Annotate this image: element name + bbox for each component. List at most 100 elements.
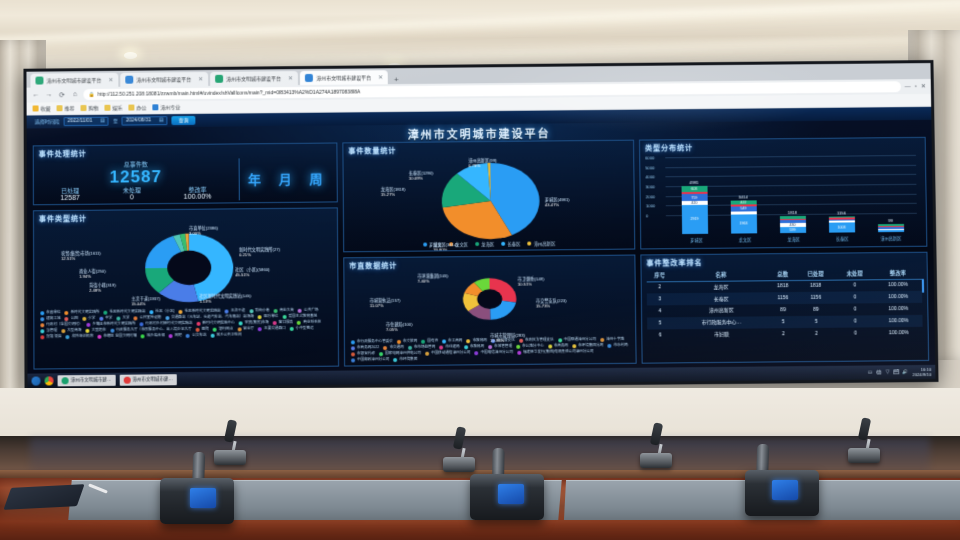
legend-item[interactable]: 市直单位 xyxy=(40,310,61,315)
legend-item[interactable]: 大学 xyxy=(116,315,130,321)
legend-item[interactable]: 市商务局 xyxy=(547,343,568,349)
legend-item[interactable]: 市城管管理 xyxy=(488,344,512,349)
window-controls[interactable]: — ▫ ✕ xyxy=(905,83,926,90)
legend-item[interactable]: 建筑工地 xyxy=(40,316,61,321)
table-column-header[interactable]: 名称 xyxy=(672,267,770,282)
legend-item[interactable]: 漳州十字路 xyxy=(600,337,624,342)
legend-item[interactable]: 银行网点 xyxy=(212,326,233,332)
table-row[interactable]: 6 市妇联 2 2 0 100.00% xyxy=(647,327,923,341)
legend-item[interactable]: 公交车站 xyxy=(186,333,206,338)
legend-item[interactable]: 网吧 xyxy=(168,333,182,338)
bookmark-item[interactable]: 漳州专业 xyxy=(152,104,180,111)
minimize-icon[interactable]: — xyxy=(904,83,911,90)
calendar-icon[interactable]: ▤ xyxy=(100,117,105,124)
calendar-icon[interactable]: ▤ xyxy=(158,117,164,124)
legend-item[interactable]: 医院 xyxy=(195,327,209,332)
legend-item[interactable]: 行政服务大厅（市民服务中心、出入境办证大厅 xyxy=(109,327,192,333)
tab-close-icon[interactable]: ✕ xyxy=(288,75,294,82)
tray-icon[interactable]: 🖨 xyxy=(876,369,882,375)
legend-item[interactable]: 爱国主义教育基地 xyxy=(282,314,317,319)
legend-item[interactable]: 小中型客运 xyxy=(289,326,314,331)
tray-icon[interactable]: ▭ xyxy=(867,369,873,375)
end-date-input[interactable]: 2024/08/31 ▤ xyxy=(121,116,168,126)
bookmark-item[interactable]: 推荐 xyxy=(56,105,75,112)
tray-icon[interactable]: 🔊 xyxy=(902,369,909,375)
legend-item[interactable]: 主要交通路口 xyxy=(257,326,286,331)
legend-item[interactable]: 商业综合体 xyxy=(297,320,321,325)
legend-item[interactable]: 市水利局 xyxy=(607,343,628,348)
search-button[interactable]: 查询 xyxy=(171,115,196,126)
legend-item[interactable]: 校外培训机构 xyxy=(65,334,94,339)
legend-item[interactable]: 社区新时代文明实践站 xyxy=(103,309,145,315)
legend-item[interactable]: 商业大街 xyxy=(273,308,294,313)
legend-item[interactable]: 公园 xyxy=(64,316,78,321)
legend-item[interactable]: 中国移动通信漳州分公司 xyxy=(425,350,471,356)
start-date-input[interactable]: 2022/11/01 ▤ xyxy=(63,116,109,127)
legend-item[interactable]: 市环境集团 xyxy=(393,357,417,362)
taskbar-clock[interactable]: 16:10 2024/9/10 xyxy=(913,367,932,377)
bookmark-item[interactable]: 收藏 xyxy=(32,105,51,112)
legend-item[interactable]: 窗口服务 xyxy=(272,320,293,325)
legend-item[interactable]: 背街小巷 xyxy=(249,308,269,313)
legend-item[interactable]: 市工商局 xyxy=(442,338,463,344)
legend-item[interactable]: 大型超市 xyxy=(85,328,106,333)
reload-icon[interactable]: ⟳ xyxy=(59,91,65,99)
legend-item[interactable]: 交通路站（火车站、长途汽车站、汽车南站）站场场 xyxy=(165,314,254,320)
legend-item[interactable]: 宾馆 饭店 xyxy=(40,334,62,339)
legend-item[interactable]: 中国邮政漳州分公司 xyxy=(351,357,389,362)
legend-item[interactable]: 市市场监管局 xyxy=(407,345,436,350)
legend-item[interactable]: 市行政服务中心管委会 xyxy=(350,339,393,344)
browser-tab[interactable]: 漳州市文明城市建设平台 ✕ xyxy=(30,72,119,88)
back-icon[interactable]: ← xyxy=(32,91,40,99)
bookmark-item[interactable]: 办公 xyxy=(128,104,146,111)
bar-column[interactable]: 99 xyxy=(875,218,905,232)
taskbar-window-button[interactable]: 漳州市文明城市建… xyxy=(119,373,177,386)
table-column-header[interactable]: 总数 xyxy=(769,267,797,281)
legend-item[interactable]: 市教育局 xyxy=(466,338,487,343)
legend-item[interactable]: 新时代文明实践中心 xyxy=(196,320,235,326)
legend-item[interactable]: 福建新华发行(集团)有限责任公司漳州分公司 xyxy=(517,349,594,355)
legend-item[interactable]: 行政村（全国文明村） xyxy=(40,322,82,327)
close-icon[interactable]: ✕ xyxy=(920,84,926,91)
browser-tab[interactable]: 漳州市文明城市建设平台 ✕ xyxy=(120,71,209,87)
legend-item[interactable]: 市交通局 xyxy=(383,345,404,350)
legend-item[interactable]: 主次干道 xyxy=(224,308,245,314)
system-tray[interactable]: ▭ 🖨 ▽ 🗂 🔊 xyxy=(868,369,909,375)
table-column-header[interactable]: 整改率 xyxy=(873,266,922,280)
legend-item[interactable]: 漳州高新区 xyxy=(527,241,556,246)
legend-item[interactable]: 市辖区 全国文明村镇 xyxy=(97,333,137,339)
legend-item[interactable]: 小学 xyxy=(81,316,95,321)
legend-item[interactable]: 社区新时代文明实践站 xyxy=(178,309,221,314)
legend-item[interactable]: 国有资 xyxy=(421,339,438,344)
pie-slice[interactable] xyxy=(488,163,491,202)
pie-slice[interactable] xyxy=(442,201,512,240)
bar-column[interactable]: 3414 1963 549 422 xyxy=(728,195,758,234)
table-column-header[interactable]: 未处理 xyxy=(834,266,875,280)
period-button[interactable]: 周 xyxy=(309,171,324,187)
legend-item[interactable]: 公共广场 xyxy=(297,308,318,313)
tab-close-icon[interactable]: ✕ xyxy=(198,76,204,83)
home-icon[interactable]: ⌂ xyxy=(72,91,78,99)
legend-item[interactable]: 社区（小区) xyxy=(149,309,175,314)
legend-item[interactable]: 市公路分中心 xyxy=(516,344,544,349)
legend-item[interactable]: 城乡公共卫生间 xyxy=(210,332,242,338)
forward-icon[interactable]: → xyxy=(45,91,53,99)
legend-item[interactable]: 中国联通漳州分公司 xyxy=(557,337,596,342)
legend-item[interactable]: 大型商场 xyxy=(61,328,82,333)
legend-item[interactable]: 乡镇县市新时代文明实践所 xyxy=(86,321,136,327)
legend-item[interactable]: 新时代文明实践所 xyxy=(64,310,100,315)
legend-item[interactable]: 国家电网漳州供电公司 xyxy=(379,351,421,356)
legend-item[interactable]: 市环境集团分局 xyxy=(572,343,604,348)
legend-item[interactable]: 市教育局 xyxy=(463,344,484,349)
legend-item[interactable]: 市商务局2022 xyxy=(350,345,379,350)
bar-segment[interactable] xyxy=(877,229,904,232)
legend-item[interactable]: 公共宣传设施 xyxy=(133,315,162,320)
taskbar-window-button[interactable]: 漳州市文明城市建… xyxy=(57,374,116,386)
browser-tab[interactable]: 漳州市文明城市建设平台 ✕ xyxy=(210,71,299,86)
maximize-icon[interactable]: ▫ xyxy=(914,83,917,90)
legend-item[interactable]: 中国电信漳州分公司 xyxy=(474,350,513,355)
legend-item[interactable]: 市住建局 xyxy=(439,344,460,350)
bar-segment[interactable]: 599 xyxy=(779,226,806,233)
legend-item[interactable]: 长泰区 xyxy=(501,241,521,246)
legend-item[interactable]: 医疗单位 xyxy=(257,314,278,319)
